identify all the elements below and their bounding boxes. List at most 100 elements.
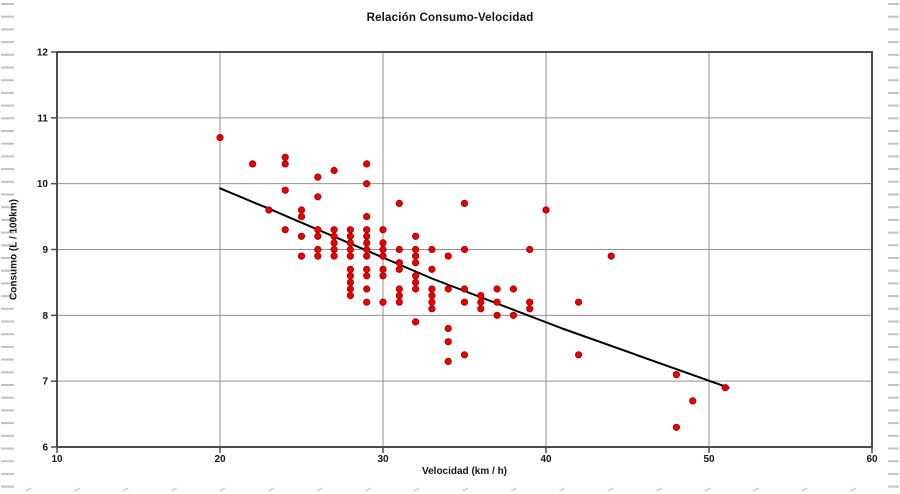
left-edge-dash [1, 282, 14, 285]
data-point [460, 351, 469, 359]
data-point [363, 298, 371, 306]
y-axis-title: Consumo (L / 100km) [8, 199, 20, 300]
trend-line [219, 187, 730, 389]
data-point [444, 252, 452, 260]
data-point [379, 265, 387, 273]
left-edge-dash [1, 257, 14, 259]
bottom-edge-mark [462, 487, 469, 492]
bottom-edge-mark [704, 487, 711, 492]
data-point [689, 397, 697, 405]
right-edge-dash [888, 231, 899, 234]
right-edge-dash [888, 396, 899, 399]
data-point [363, 265, 371, 273]
right-edge-dash [888, 472, 899, 475]
data-point [363, 285, 371, 293]
right-edge-dash [888, 130, 899, 132]
right-edge-dash [888, 295, 899, 298]
data-point [379, 226, 387, 234]
left-edge-dash [1, 460, 14, 463]
data-point [330, 252, 338, 260]
data-point [509, 311, 518, 319]
right-edge-dash [888, 91, 899, 94]
data-point [314, 226, 322, 234]
left-edge-dash [1, 333, 14, 336]
left-edge-dash [1, 422, 14, 425]
y-tick-label: 8 [42, 311, 48, 322]
data-point [379, 272, 387, 280]
bottom-edge-mark [801, 487, 808, 492]
data-point [526, 298, 534, 306]
data-point [721, 384, 729, 392]
right-edge-dash [888, 15, 899, 18]
data-point [411, 272, 420, 280]
bottom-edge-mark [413, 487, 420, 492]
data-point [672, 423, 681, 431]
x-tick-label: 40 [540, 454, 552, 465]
bottom-edge-mark [171, 487, 178, 492]
y-tick-label: 10 [37, 179, 49, 190]
data-point [395, 298, 403, 306]
data-point [477, 305, 485, 313]
data-point [265, 206, 273, 214]
right-edge-dash [888, 244, 899, 247]
data-point [346, 278, 354, 286]
right-edge-dash [888, 66, 899, 69]
bottom-edge-mark [316, 487, 323, 492]
data-point [411, 252, 420, 260]
data-point [493, 298, 501, 306]
x-tick-label: 60 [866, 454, 878, 465]
data-point [314, 173, 322, 181]
data-point [346, 265, 354, 273]
left-edge-dash [1, 117, 14, 120]
x-axis-title: Velocidad (km / h) [421, 466, 508, 477]
data-point [477, 291, 485, 300]
left-edge-dash [1, 91, 14, 94]
right-edge-dash [888, 333, 899, 336]
bottom-edge-mark [25, 487, 32, 492]
y-tick-label: 6 [42, 443, 48, 454]
right-edge-dash [888, 307, 899, 310]
left-edge-dash [1, 66, 14, 69]
right-edge-dash [888, 193, 899, 196]
bottom-edge-mark [122, 487, 129, 492]
x-tick-label: 30 [377, 454, 389, 465]
left-edge-dash [1, 358, 14, 361]
left-edge-dash [1, 396, 14, 399]
y-tick-label: 12 [37, 48, 49, 59]
data-point [379, 298, 387, 306]
data-point [363, 239, 371, 247]
data-point [330, 245, 338, 254]
data-point [411, 259, 420, 267]
left-edge-dash [1, 15, 14, 18]
data-point [346, 291, 354, 300]
data-point [607, 252, 615, 260]
data-point [346, 226, 354, 234]
data-point [249, 160, 257, 168]
right-edge-dash [888, 485, 899, 488]
data-point [574, 351, 583, 359]
data-point [428, 285, 436, 293]
data-point [363, 272, 371, 280]
right-edge-dash [888, 3, 899, 5]
data-point [574, 298, 583, 306]
data-point [363, 213, 371, 221]
data-point [297, 206, 306, 214]
left-edge-dash [1, 79, 14, 82]
left-edge-dash [1, 371, 14, 374]
data-point [428, 291, 436, 300]
right-edge-dash [888, 371, 899, 374]
chart-title: Relación Consumo-Velocidad [366, 12, 534, 24]
data-point [428, 305, 436, 313]
data-point [281, 226, 289, 234]
bottom-edge-mark [559, 487, 566, 492]
right-edge-dash [888, 447, 899, 450]
right-edge-dash [888, 358, 899, 361]
right-edge-dash [888, 409, 899, 412]
data-point [363, 226, 371, 234]
data-point [363, 245, 371, 254]
data-point [672, 370, 681, 379]
x-tick-label: 10 [51, 454, 63, 465]
bottom-edge-mark [74, 487, 81, 492]
right-edge-dash [888, 345, 899, 348]
